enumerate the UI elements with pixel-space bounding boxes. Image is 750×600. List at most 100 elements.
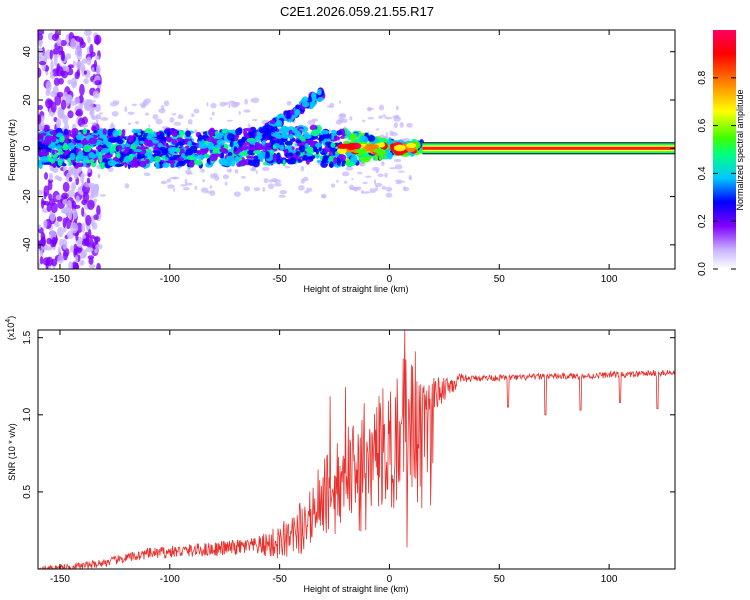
spectral-blob	[280, 125, 289, 134]
spectral-blob	[307, 155, 313, 160]
spectral-blob	[65, 66, 70, 73]
spectral-blob	[114, 163, 123, 168]
spectral-blob	[91, 122, 97, 126]
spectral-blob	[330, 129, 337, 137]
spectral-blob	[157, 142, 163, 149]
x-tick-label: 50	[494, 574, 506, 585]
spectral-blob	[162, 162, 170, 168]
spectral-blob	[297, 185, 305, 191]
spectral-blob	[95, 64, 101, 75]
spectral-blob	[350, 155, 358, 161]
spectral-blob	[72, 60, 76, 67]
spectral-blob	[115, 100, 120, 105]
snr-panel: -150 -100 -50 0 50 100 0.5 1.0 1.5 Height of st…	[5, 316, 676, 594]
spectral-blob	[364, 175, 372, 178]
spectral-blob	[326, 105, 332, 108]
colorbar-gradient	[713, 30, 736, 269]
spectral-blob	[44, 98, 53, 109]
spectral-blob	[228, 103, 231, 109]
spectral-blob	[240, 151, 249, 157]
spectral-blob	[304, 143, 309, 149]
spectral-blob	[393, 122, 398, 129]
spectral-blob	[67, 79, 72, 85]
x-tick-label: -150	[50, 274, 70, 285]
spectral-blob	[196, 154, 206, 160]
spectral-blob	[54, 221, 60, 228]
spectral-blob	[82, 192, 90, 203]
x-tick-label: 100	[601, 274, 618, 285]
spectral-blob	[89, 235, 96, 240]
spectral-blob	[414, 141, 421, 149]
spectral-blob	[95, 146, 104, 151]
spectral-blob	[77, 151, 84, 159]
spectral-blob	[269, 119, 276, 125]
y-tick-label: -40	[22, 237, 33, 252]
spectral-blob	[53, 54, 58, 67]
x-tick-label: -150	[50, 574, 70, 585]
spectral-blob	[194, 159, 199, 164]
spectral-blob	[95, 244, 103, 250]
spectral-blob	[286, 100, 292, 106]
spectral-blob	[45, 89, 51, 97]
spectral-blob	[397, 170, 405, 173]
spectral-blob	[82, 234, 87, 239]
spectral-blob	[76, 222, 83, 234]
spectral-blob	[311, 129, 320, 137]
spectral-blob	[177, 114, 184, 120]
spectral-blob	[362, 119, 366, 122]
spectral-blob	[112, 130, 119, 138]
spectral-blob	[38, 150, 43, 156]
spectral-blob	[152, 150, 159, 154]
spectral-blob	[299, 145, 306, 153]
spectral-blob	[160, 180, 168, 185]
colorbar-label: Normalized spectral amplitude	[735, 89, 745, 210]
spectral-blob	[75, 110, 82, 116]
spectral-blob	[310, 144, 315, 148]
spectral-blob	[123, 150, 129, 154]
spectral-blob	[384, 172, 388, 178]
spectral-blob	[330, 183, 336, 188]
spectral-blob	[72, 81, 77, 86]
spectral-blob	[206, 102, 209, 107]
spectral-blob	[247, 123, 251, 129]
spectral-blob	[260, 145, 268, 151]
spectral-blob	[252, 118, 258, 122]
spectral-blob	[166, 129, 171, 137]
spectral-blob	[38, 261, 41, 269]
spectral-blob	[188, 160, 195, 168]
spectral-blob	[328, 152, 332, 157]
x-tick-label: 50	[494, 274, 506, 285]
spectral-blob	[133, 140, 139, 147]
spectral-blob	[48, 193, 53, 201]
spectral-blob	[244, 98, 249, 105]
spectral-blob	[51, 149, 56, 155]
spectral-blob	[144, 112, 150, 116]
spectral-blob	[387, 152, 393, 160]
spectral-blob	[337, 147, 347, 155]
spectral-blob	[171, 132, 178, 137]
spectral-blob	[302, 101, 310, 108]
spectral-blob	[116, 152, 121, 159]
spectral-blob	[254, 141, 260, 147]
spectral-blob	[173, 121, 182, 126]
spectral-blob	[68, 176, 73, 182]
spectral-blob	[214, 144, 222, 149]
spectral-blob	[40, 236, 46, 247]
spectral-blob	[50, 60, 54, 72]
spectral-blob	[178, 131, 187, 136]
figure-title: C2E1.2026.059.21.55.R17	[280, 4, 434, 19]
spectral-blob	[294, 110, 299, 115]
spectral-blob	[83, 144, 92, 153]
spectral-blob	[168, 159, 176, 165]
spectral-blob	[39, 249, 44, 257]
spectral-blob	[364, 144, 372, 152]
colorbar-tick-label: 0.2	[697, 214, 708, 228]
spectral-blob	[47, 180, 53, 191]
x-tick-label: 100	[601, 574, 618, 585]
spectral-blob	[99, 112, 103, 115]
spectral-blob	[208, 128, 215, 137]
spectral-blob	[58, 77, 64, 85]
spectral-blob	[393, 158, 402, 163]
colorbar-tick-label: 0.8	[697, 70, 708, 84]
